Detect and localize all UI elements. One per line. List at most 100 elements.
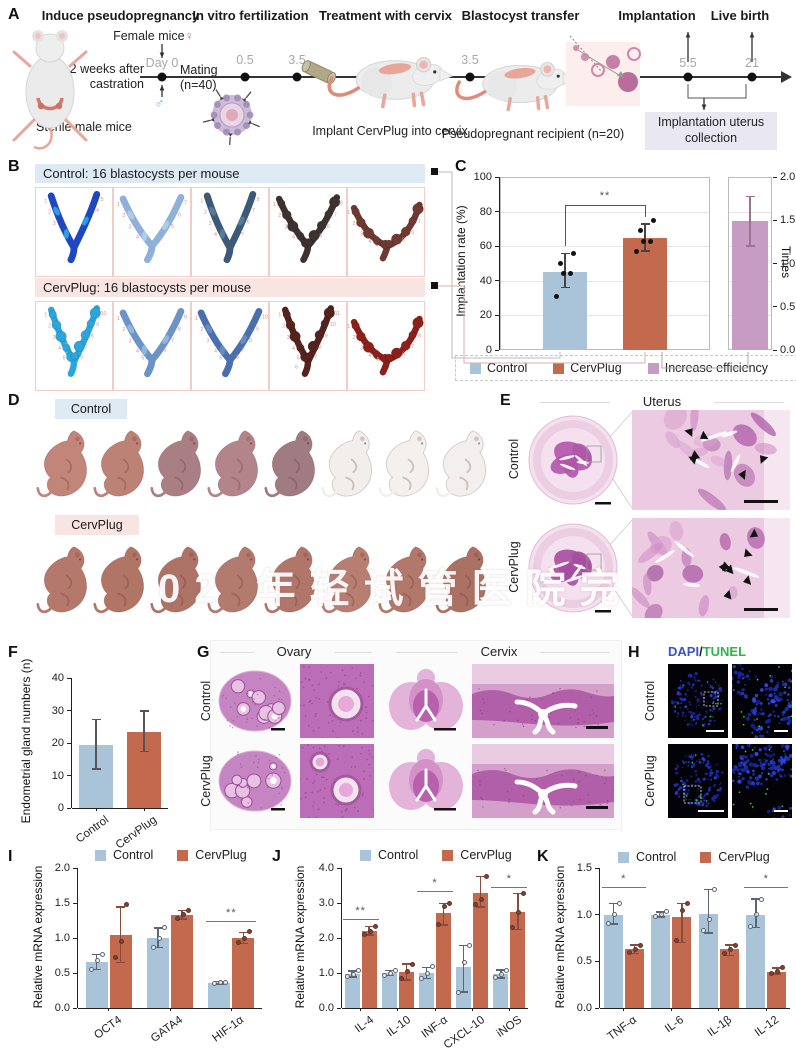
data-point [100, 951, 106, 957]
mating-text: Mating [180, 63, 218, 77]
svg-text:5: 5 [319, 234, 322, 240]
c-data-point [560, 271, 566, 277]
c-y-tick-label-right: 0.0 [780, 344, 796, 356]
c-gridline [501, 211, 709, 213]
error-cap [238, 931, 248, 934]
i-legend-cervplug: CervPlug [195, 848, 247, 862]
significance-label: * [621, 872, 627, 885]
ovary-zoom-image [300, 664, 374, 738]
c-gridline [501, 280, 709, 282]
error-cap [724, 944, 734, 946]
data-point [161, 925, 167, 930]
c-data-point [553, 293, 559, 299]
data-point [425, 970, 430, 976]
svg-text:5: 5 [219, 355, 222, 361]
c-y-tick-label-right: 1.5 [780, 214, 796, 227]
data-point [381, 972, 387, 978]
significance-label: * [432, 876, 438, 889]
x-tick [670, 1008, 672, 1011]
e-title-line-right [714, 402, 784, 403]
bar-CervPlug-IL-12 [767, 971, 787, 1008]
step-title-pseudopregnancy: Induce pseudopregnancy [41, 8, 200, 23]
control-pup-3 [150, 424, 204, 506]
bar-Control-IL-1β [698, 913, 718, 1008]
x-category-label: TNF-α [605, 1014, 639, 1044]
data-point [185, 907, 191, 913]
control-pup-7 [378, 424, 432, 506]
c-data-point [650, 217, 656, 223]
c-y-tick-label-right: 1.0 [780, 257, 796, 270]
data-point [521, 891, 527, 897]
data-point [510, 925, 516, 930]
step-title-treatment: Treatment with cervix [319, 8, 452, 23]
c-data-point [637, 228, 643, 234]
y-axis [599, 868, 601, 1008]
significance-line [491, 887, 528, 889]
data-point [350, 971, 356, 977]
d-control-chip: Control [55, 399, 127, 419]
data-point [409, 961, 415, 967]
data-point [235, 940, 241, 946]
bar-Control-iNOS [493, 974, 509, 1008]
c-y-tick-label: 40 [479, 274, 492, 287]
cervix-section-image [389, 669, 463, 731]
svg-text:9: 9 [96, 322, 99, 328]
k-legend: Control CervPlug [618, 850, 770, 864]
cervix-zoom-image [472, 744, 614, 818]
c-y-tick-right [773, 263, 777, 264]
data-point [484, 874, 490, 880]
panel-b-label: B [8, 158, 20, 175]
y-tick [73, 867, 77, 869]
panel-h-label: H [628, 644, 640, 661]
data-point [732, 942, 738, 948]
svg-text:5: 5 [63, 355, 66, 361]
svg-text:10: 10 [330, 322, 336, 328]
error-cap [476, 906, 486, 908]
timeline-illustrations [12, 30, 792, 150]
y-tick-label: 3.0 [318, 897, 334, 909]
y-axis [71, 678, 73, 808]
mating-label: Mating (n=40) [180, 63, 240, 93]
svg-text:9: 9 [325, 333, 328, 339]
i-legend: Control CervPlug [95, 848, 247, 862]
x-axis [600, 1008, 790, 1010]
ovary-section-image [218, 750, 292, 812]
panel-e-label: E [500, 392, 511, 409]
svg-text:6: 6 [178, 212, 181, 218]
c-legend-efficiency: Increase efficiency [664, 361, 769, 375]
d-cervplug-chip: CervPlug [55, 515, 139, 535]
data-point [361, 932, 367, 937]
c-y-tick-right [773, 219, 777, 221]
x-category-label: IL-10 [384, 1014, 413, 1040]
error-cap [153, 946, 163, 949]
cervplug-blastocyst-header: CervPlug: 16 blastocysts per mouse [35, 278, 425, 297]
y-tick [73, 902, 77, 904]
ivf-egg-illustration [202, 89, 260, 145]
y-tick [73, 972, 77, 974]
control-pup-6 [321, 424, 375, 506]
c-y-tick-label: 60 [479, 240, 492, 253]
female-mice-text: Female mice [113, 29, 185, 43]
svg-text:7: 7 [334, 212, 337, 218]
c-sig-drop [564, 204, 566, 247]
bar-Control-HIF-1α [208, 982, 231, 1008]
x-category-label: IL-12 [753, 1014, 782, 1040]
e-row-label-control: Control [507, 438, 521, 480]
y-tick-label: 1.5 [54, 897, 70, 909]
data-point [780, 965, 786, 971]
cervplug-pup-1 [36, 540, 90, 622]
significance-line [342, 918, 379, 920]
c-legend: Control CervPlug Increase efficiency [455, 355, 796, 381]
error-cap [116, 961, 126, 963]
data-point [721, 951, 727, 957]
x-tick [169, 1008, 171, 1011]
uterus-zoom-image [632, 518, 790, 618]
svg-text:6: 6 [80, 355, 83, 361]
x-axis [72, 808, 168, 810]
bar-Control-TNF-α [603, 914, 623, 1008]
x-category-label: HIF-1α [210, 1014, 247, 1045]
